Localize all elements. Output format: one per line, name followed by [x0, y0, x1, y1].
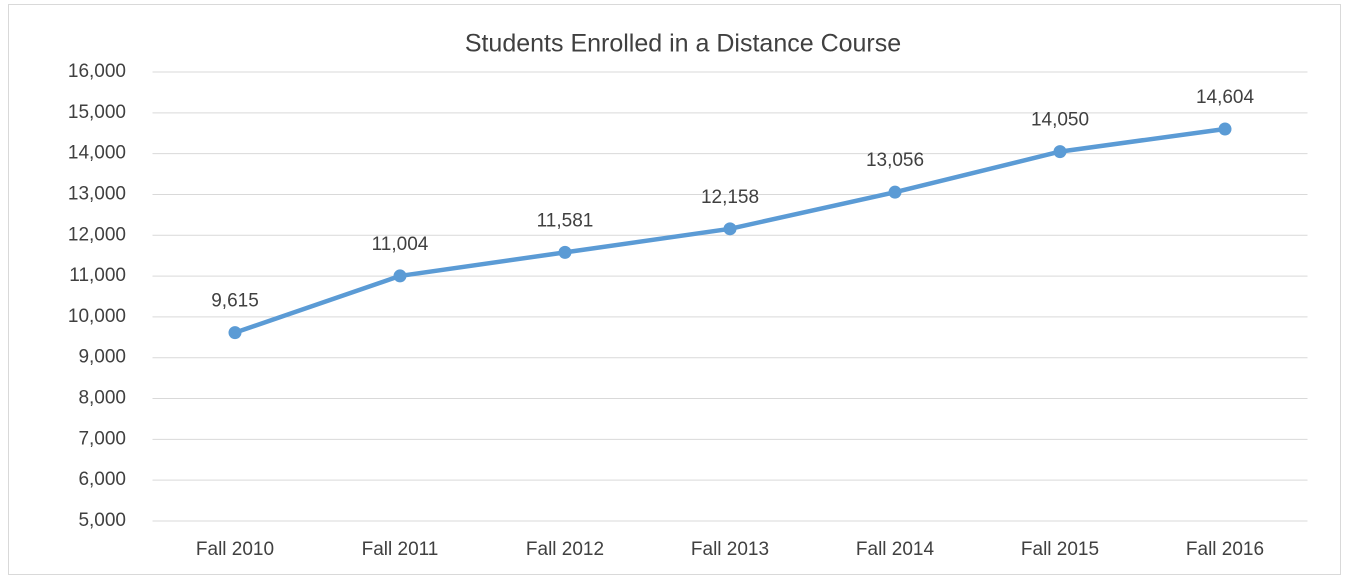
x-tick-label: Fall 2011: [362, 539, 439, 560]
x-tick-label: Fall 2016: [1186, 539, 1264, 560]
data-label: 14,050: [1031, 110, 1089, 131]
chart-border: [8, 4, 1341, 575]
chart-title: Students Enrolled in a Distance Course: [465, 30, 901, 58]
x-tick-label: Fall 2010: [196, 539, 274, 560]
data-label: 12,158: [701, 187, 759, 208]
y-tick-label: 12,000: [68, 224, 126, 245]
data-label: 13,056: [866, 150, 924, 171]
marker: [228, 326, 242, 340]
data-label: 11,004: [372, 234, 429, 255]
y-tick-label: 6,000: [78, 469, 126, 490]
y-tick-label: 9,000: [78, 347, 126, 368]
y-tick-label: 15,000: [68, 102, 126, 123]
data-label: 11,581: [537, 210, 594, 231]
marker: [723, 222, 737, 236]
x-tick-label: Fall 2014: [856, 539, 935, 560]
marker: [888, 185, 902, 199]
y-tick-label: 8,000: [78, 388, 126, 409]
x-tick-label: Fall 2013: [691, 539, 769, 560]
data-label: 14,604: [1196, 87, 1255, 108]
marker: [1053, 145, 1067, 159]
y-tick-label: 10,000: [68, 306, 126, 327]
y-tick-label: 11,000: [69, 265, 126, 286]
y-tick-label: 16,000: [68, 61, 126, 82]
y-tick-label: 5,000: [78, 510, 126, 531]
marker: [1218, 122, 1232, 136]
data-label: 9,615: [211, 291, 259, 312]
marker: [558, 245, 572, 259]
y-tick-label: 13,000: [68, 183, 126, 204]
y-tick-label: 14,000: [68, 143, 126, 164]
x-tick-label: Fall 2012: [526, 539, 604, 560]
x-tick-label: Fall 2015: [1021, 539, 1099, 560]
y-tick-label: 7,000: [78, 428, 126, 449]
marker: [393, 269, 407, 283]
